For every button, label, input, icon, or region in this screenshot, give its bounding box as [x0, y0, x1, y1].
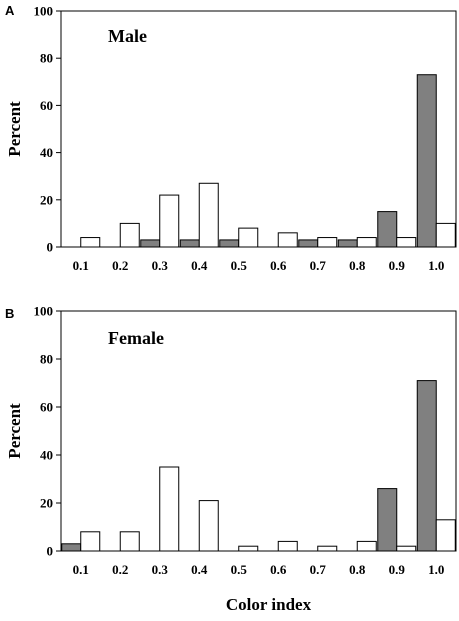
bar-gray	[219, 239, 240, 248]
y-tick-label: 0	[47, 240, 54, 255]
x-tick-label: 1.0	[428, 258, 444, 273]
y-tick-label: 40	[40, 145, 53, 160]
panel-letter: A	[5, 3, 15, 18]
y-tick-label: 20	[40, 496, 53, 511]
x-tick-label: 0.3	[152, 562, 169, 577]
bar-white	[159, 194, 180, 248]
x-tick-label: 0.6	[270, 258, 287, 273]
y-axis-label: Percent	[5, 403, 24, 459]
bar-white	[119, 531, 140, 552]
x-tick-label: 1.0	[428, 562, 444, 577]
bar-white	[159, 466, 180, 552]
bar-white	[317, 545, 338, 552]
bar-white	[80, 531, 101, 552]
bar-white	[435, 222, 456, 248]
y-tick-label: 100	[34, 4, 54, 19]
plot-frame	[60, 10, 457, 248]
y-tick-label: 20	[40, 192, 53, 207]
plot-frame	[60, 310, 457, 552]
x-tick-label: 0.2	[112, 258, 128, 273]
bar-gray	[140, 239, 161, 248]
panel-letter: B	[5, 306, 14, 321]
x-tick-label: 0.9	[389, 562, 406, 577]
bar-white	[198, 500, 219, 552]
y-tick-label: 80	[40, 352, 53, 367]
bar-gray	[377, 211, 398, 248]
x-tick-label: 0.5	[231, 562, 248, 577]
bar-gray	[337, 239, 358, 248]
panel-a: 0 20 40 60 80 100 0.1 0.2 0.3 0.4 0.5 0.6 0.7 0.8 0.9 1…	[5, 3, 457, 273]
panel-title: Female	[108, 328, 164, 348]
y-tick-label: 60	[40, 98, 53, 113]
x-tick-label: 0.4	[191, 258, 208, 273]
bar-gray	[377, 488, 398, 552]
bar-gray	[179, 239, 200, 248]
x-axis-label: Color index	[226, 595, 312, 614]
y-tick-label: 60	[40, 400, 53, 415]
y-axis-label: Percent	[5, 101, 24, 157]
bar-white	[277, 540, 298, 552]
x-tick-label: 0.1	[73, 258, 89, 273]
bar-white	[198, 182, 219, 248]
x-tick-label: 0.1	[73, 562, 89, 577]
bar-white	[80, 237, 101, 248]
bar-white	[238, 227, 259, 248]
x-tick-label: 0.8	[349, 562, 366, 577]
bar-white	[119, 222, 140, 248]
y-tick-label: 40	[40, 448, 53, 463]
bar-white	[238, 545, 259, 552]
x-tick-label: 0.7	[310, 562, 327, 577]
bar-gray	[416, 74, 437, 248]
bar-white	[277, 232, 298, 248]
x-tick-label: 0.8	[349, 258, 366, 273]
bar-white	[317, 237, 338, 248]
bar-white	[356, 237, 377, 248]
bar-gray	[61, 543, 82, 552]
x-tick-label: 0.7	[310, 258, 327, 273]
y-tick-label: 0	[47, 544, 54, 559]
bar-gray	[416, 380, 437, 552]
panel-b: 0 20 40 60 80 100 0.1 0.2 0.3 0.4 0.5 0.6 0.7 0.8 0.9 1…	[5, 304, 457, 614]
y-tick-label: 100	[34, 304, 54, 319]
bar-white	[356, 540, 377, 552]
bar-gray	[298, 239, 319, 248]
x-tick-label: 0.3	[152, 258, 169, 273]
bar-white	[435, 519, 456, 552]
bar-white	[396, 237, 417, 248]
x-tick-label: 0.6	[270, 562, 287, 577]
x-tick-label: 0.5	[231, 258, 248, 273]
x-tick-label: 0.9	[389, 258, 406, 273]
bar-white	[396, 545, 417, 552]
x-tick-label: 0.4	[191, 562, 208, 577]
x-tick-label: 0.2	[112, 562, 128, 577]
y-tick-label: 80	[40, 51, 53, 66]
panel-title: Male	[108, 26, 147, 46]
